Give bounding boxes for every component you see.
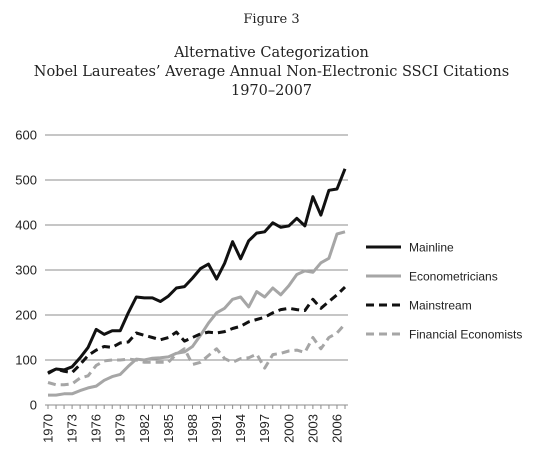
y-tick-label-0: 0 <box>30 398 37 413</box>
x-tick-label-2000: 2000 <box>281 414 296 443</box>
series-line-econometricians <box>48 232 345 395</box>
legend-label-econometricians: Econometricians <box>409 270 498 284</box>
x-tick-labels: 1970 1973 1976 1979 1982 1985 1988 1991 1994 1997… <box>41 414 345 443</box>
x-tick-label-1976: 1976 <box>89 414 104 443</box>
x-tick-label-1979: 1979 <box>113 414 128 443</box>
x-tick-label-1982: 1982 <box>137 414 152 443</box>
series-lines <box>48 169 345 395</box>
gridlines <box>45 135 348 360</box>
y-tick-label-600: 600 <box>15 128 37 143</box>
series-line-financial-economists <box>48 324 345 385</box>
x-tick-label-1994: 1994 <box>233 414 248 443</box>
x-tick-label-2003: 2003 <box>305 414 320 443</box>
x-tick-label-1997: 1997 <box>257 414 272 443</box>
legend: Mainline Econometricians Mainstream Financi… <box>366 241 522 342</box>
x-tick-label-1991: 1991 <box>209 414 224 443</box>
legend-label-mainline: Mainline <box>409 241 454 255</box>
y-tick-label-400: 400 <box>15 218 37 233</box>
y-tick-label-100: 100 <box>15 353 37 368</box>
axes <box>45 405 348 409</box>
y-tick-label-300: 300 <box>15 263 37 278</box>
x-tick-label-1988: 1988 <box>185 414 200 443</box>
x-tick-label-1985: 1985 <box>161 414 176 443</box>
y-tick-labels: 0 100 200 300 400 500 600 <box>15 128 37 413</box>
x-tick-label-2006: 2006 <box>329 414 344 443</box>
y-tick-label-200: 200 <box>15 308 37 323</box>
legend-label-mainstream: Mainstream <box>409 299 472 313</box>
legend-label-financial-economists: Financial Economists <box>409 328 522 342</box>
x-tick-label-1973: 1973 <box>65 414 80 443</box>
y-tick-label-500: 500 <box>15 173 37 188</box>
x-tick-label-1970: 1970 <box>41 414 56 443</box>
